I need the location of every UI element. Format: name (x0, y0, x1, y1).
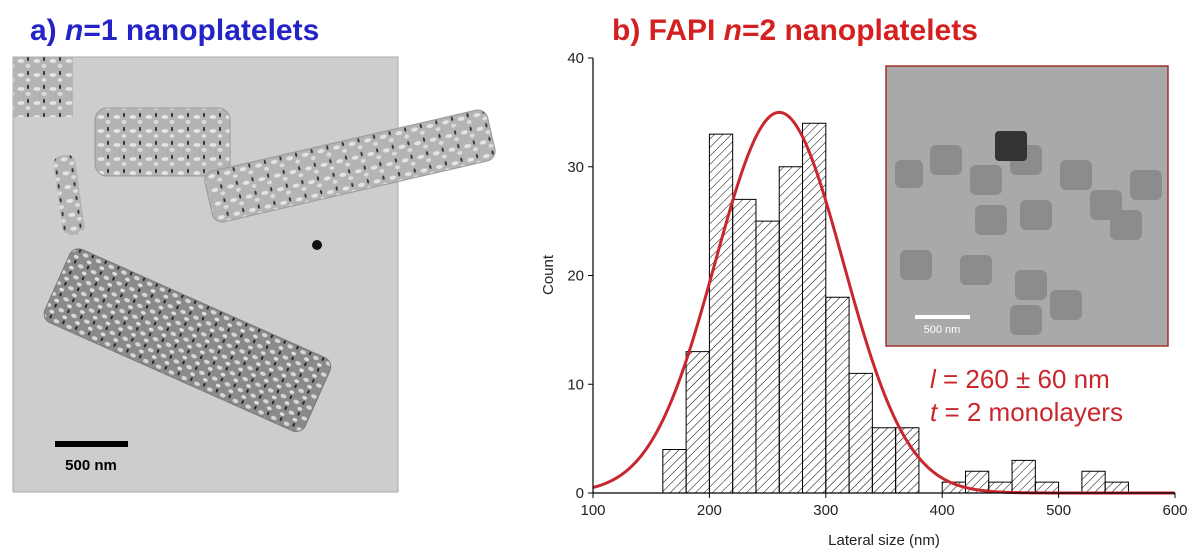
tem-image: 500 nm (12, 56, 496, 493)
x-tick-label: 300 (813, 502, 838, 519)
annotation-part: = 2 monolayers (937, 397, 1123, 427)
panel-a-title: a) n=1 nanoplatelets (30, 14, 319, 47)
x-tick-label: 400 (930, 502, 955, 519)
bar (848, 372, 873, 494)
title-part: b) FAPI (612, 14, 724, 47)
plot: 0 10 20 30 40 100 200 300 400 500 600 (567, 50, 1187, 519)
bar (1081, 470, 1106, 494)
panel-b-title: b) FAPI n=2 nanoplatelets (612, 14, 978, 47)
y-tick-label: 0 (576, 485, 584, 502)
inset-image: 500 nm (885, 65, 1169, 347)
bar (778, 166, 804, 494)
scale-bar-label: 500 nm (65, 457, 117, 474)
title-part: =1 nanoplatelets (83, 14, 319, 47)
x-tick-label: 600 (1162, 502, 1187, 519)
inset-scale-label: 500 nm (924, 324, 961, 336)
annotation-part: l (930, 364, 937, 394)
y-tick-label: 20 (567, 268, 584, 285)
x-tick-label: 200 (697, 502, 722, 519)
annotation-part: t (930, 397, 939, 427)
bar (662, 449, 687, 494)
bar (1104, 481, 1129, 494)
y-axis-label: Count (540, 254, 557, 295)
bar (871, 427, 897, 494)
y-tick-label: 10 (567, 376, 584, 393)
bar (895, 427, 920, 494)
bar (755, 220, 780, 494)
y-tick-label: 40 (567, 50, 584, 67)
x-axis-label: Lateral size (nm) (828, 532, 940, 549)
bar (802, 122, 827, 494)
title-part: n (724, 14, 742, 47)
annotation-part: = 260 ± 60 nm (936, 364, 1110, 394)
annotation: t = 2 monolayers (930, 397, 1123, 427)
x-tick-label: 500 (1046, 502, 1071, 519)
bar (732, 198, 757, 494)
annotation: l = 260 ± 60 nm (930, 364, 1110, 394)
bar (825, 296, 850, 494)
title-part: =2 nanoplatelets (742, 14, 978, 47)
y-tick-label: 30 (567, 159, 584, 176)
bar (708, 133, 734, 494)
bar (1034, 481, 1060, 494)
title-part: n (65, 14, 83, 47)
title-part: a) (30, 14, 65, 47)
x-tick-label: 100 (580, 502, 605, 519)
bar (1011, 459, 1036, 494)
bar (685, 351, 710, 494)
